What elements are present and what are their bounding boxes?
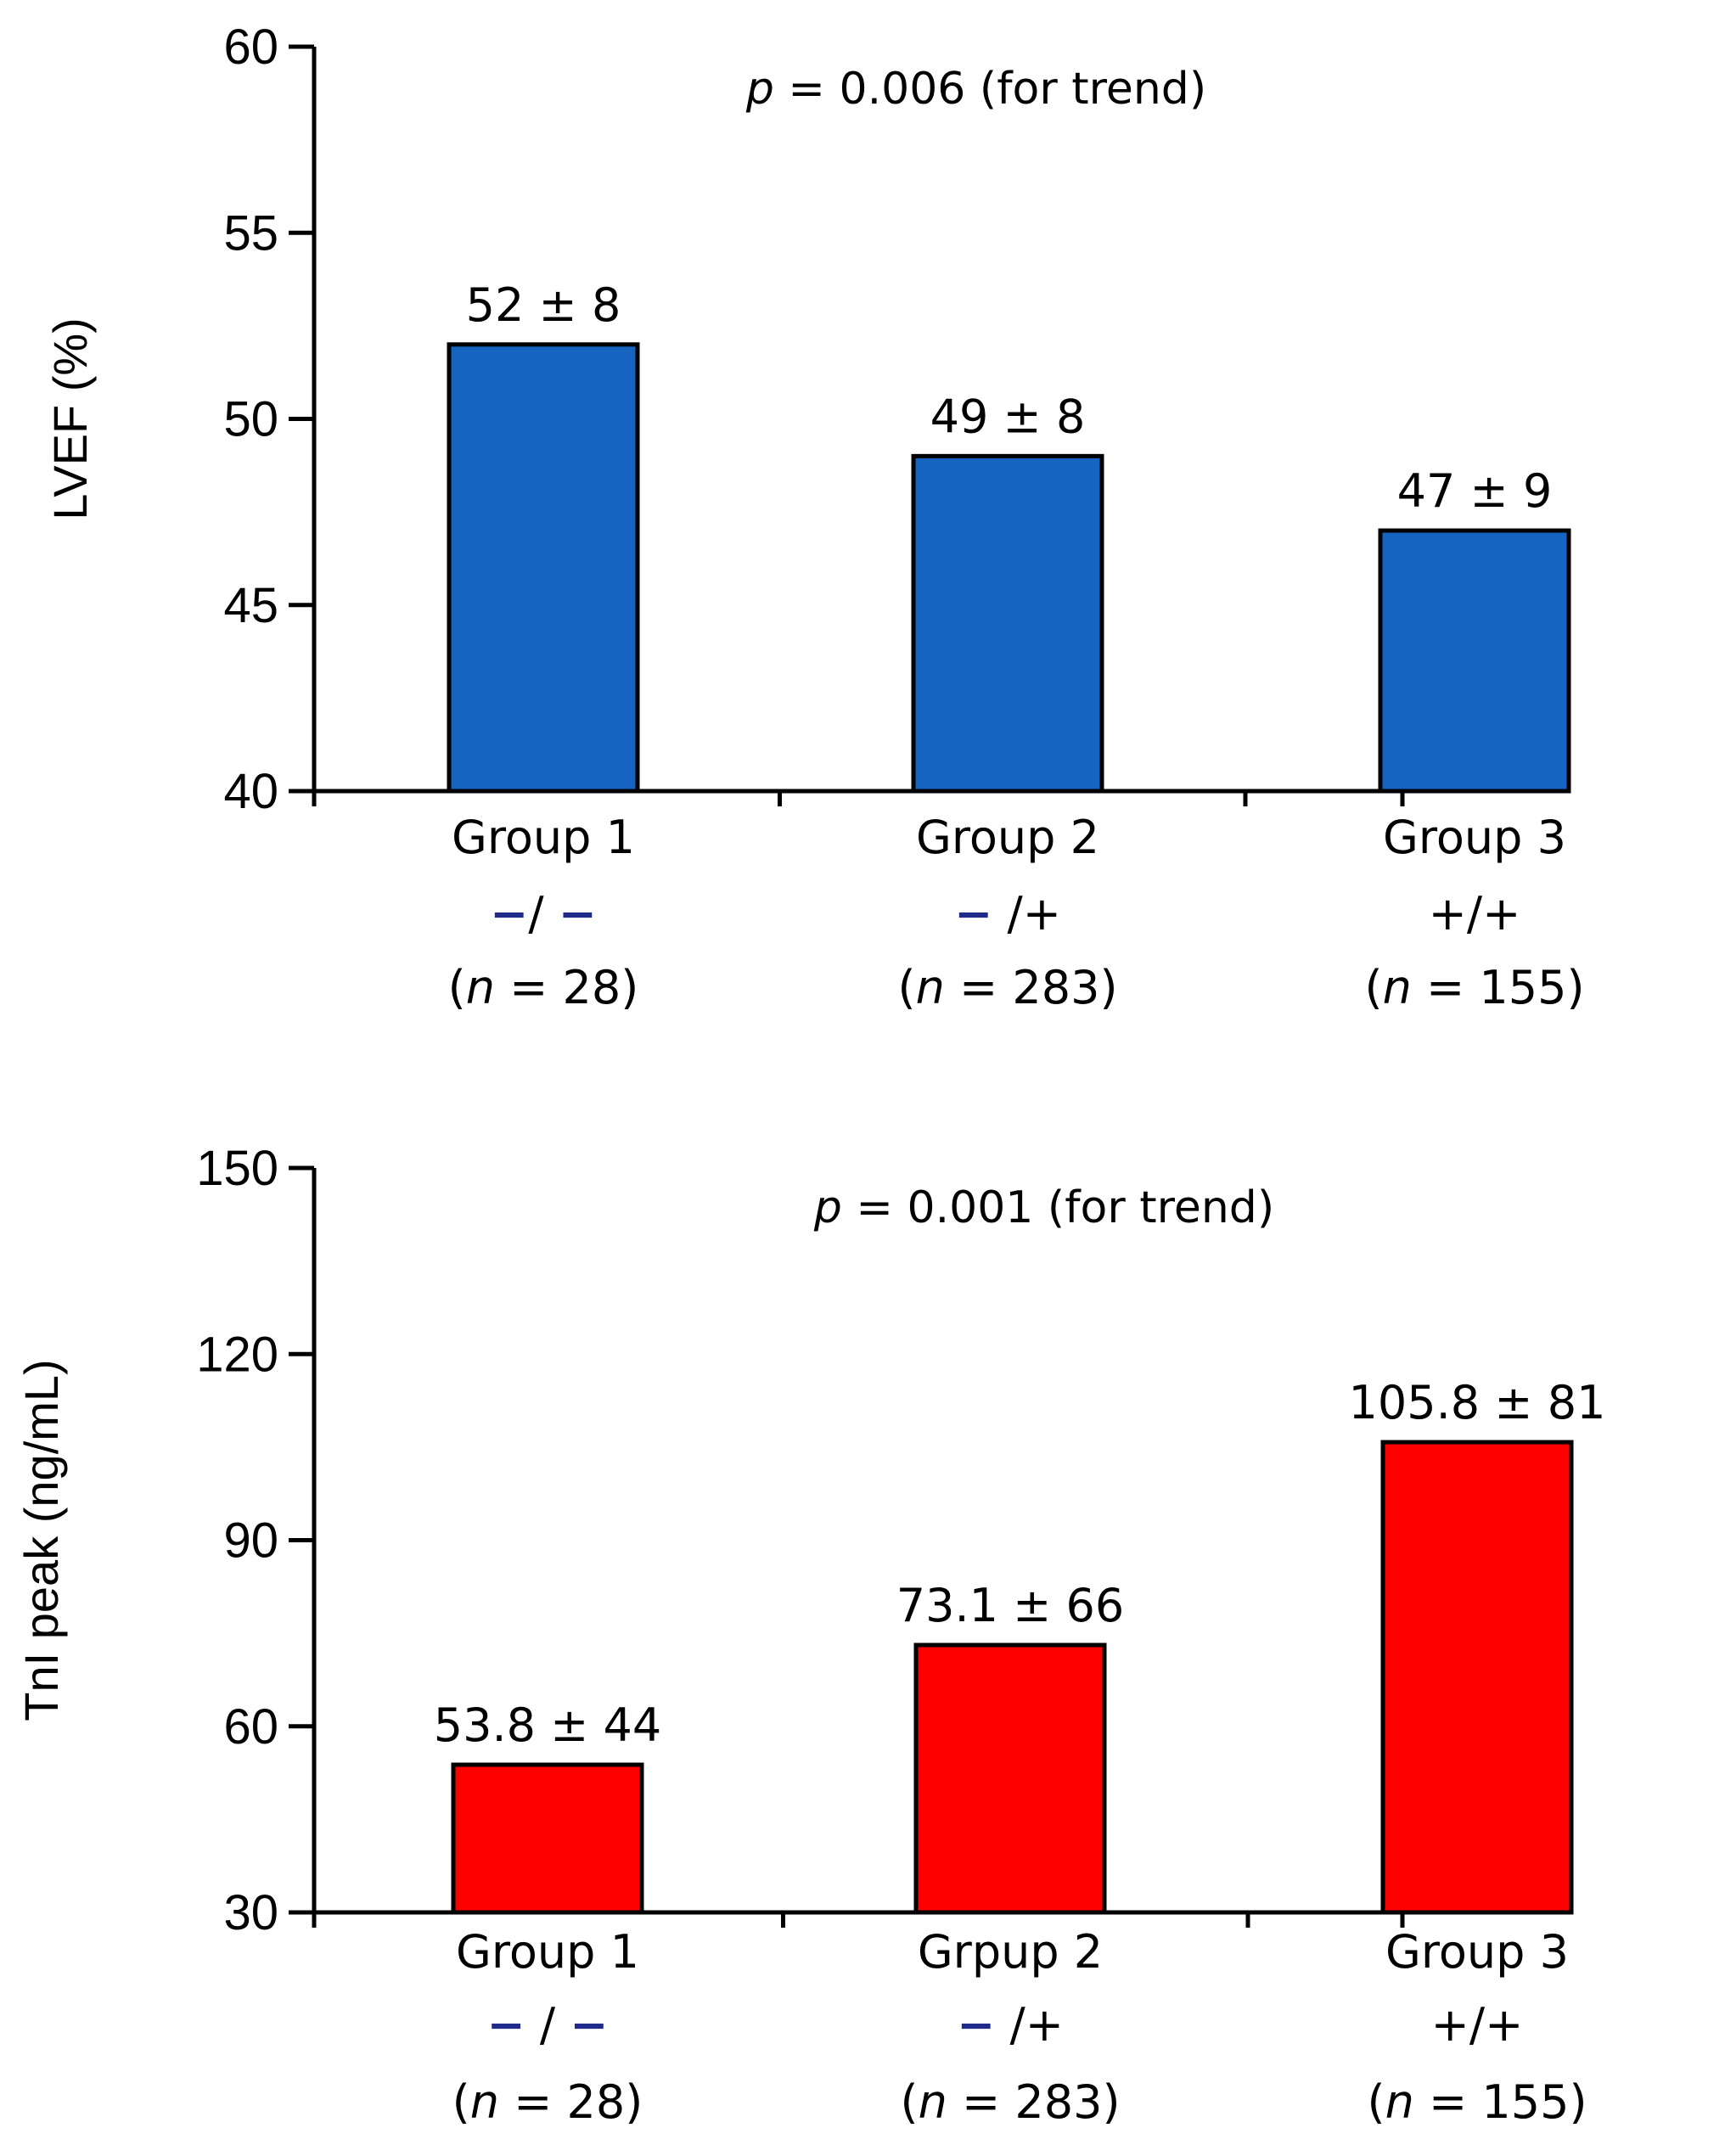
data-label: 52 ± 8: [466, 278, 621, 332]
category-sign: − /+: [957, 1998, 1064, 2052]
minus-sign: −: [559, 887, 597, 940]
sign-char: [544, 887, 559, 940]
data-label: 73.1 ± 66: [896, 1579, 1125, 1632]
n-var: n: [919, 2075, 947, 2129]
y-tick-label: 60: [223, 20, 278, 75]
category-sign: +/+: [1431, 1998, 1524, 2052]
y-tick-label: 150: [196, 1141, 278, 1196]
category-n: (n = 28): [448, 961, 639, 1014]
sign-char: /: [540, 1998, 556, 2052]
n-prefix: (: [1367, 2075, 1385, 2129]
data-label: 105.8 ± 81: [1349, 1376, 1606, 1429]
category-n: (n = 28): [452, 2075, 643, 2129]
n-suffix: = 283): [947, 2075, 1121, 2129]
y-tick-label: 55: [223, 205, 278, 261]
category-n: (n = 155): [1367, 2075, 1587, 2129]
category-sign: +/+: [1429, 887, 1521, 940]
n-var: n: [466, 961, 495, 1014]
bar: [913, 1642, 1107, 1915]
category-sign: − /+: [954, 887, 1061, 940]
sign-char: +: [1429, 887, 1467, 940]
minus-sign: −: [954, 887, 992, 940]
minus-sign: −: [490, 887, 528, 940]
sign-char: /: [1007, 887, 1023, 940]
y-tick-label: 30: [223, 1885, 278, 1940]
p-text: = 0.006 (for trend): [774, 64, 1206, 115]
minus-sign: −: [486, 1998, 525, 2052]
bar: [1380, 1440, 1574, 1915]
bar: [447, 342, 640, 794]
sign-char: /: [1469, 1998, 1486, 2052]
bar: [451, 1762, 644, 1915]
minus-sign: −: [570, 1998, 608, 2052]
y-tick-label: 60: [223, 1699, 278, 1755]
y-tick-label: 50: [223, 392, 278, 447]
category-label: Grpup 2: [918, 1925, 1103, 1979]
category-label: Group 3: [1385, 1925, 1569, 1979]
p-value-annotation: p = 0.006 (for trend): [745, 64, 1206, 115]
n-suffix: = 155): [1412, 961, 1585, 1014]
sign-char: +: [1025, 1998, 1064, 2052]
n-var: n: [916, 961, 945, 1014]
sign-char: /: [1467, 887, 1483, 940]
category-sign: − / −: [486, 1998, 608, 2052]
n-suffix: = 283): [945, 961, 1118, 1014]
bar: [1378, 528, 1571, 794]
category-n: (n = 283): [897, 961, 1117, 1014]
sign-char: +: [1431, 1998, 1469, 2052]
y-tick-label: 120: [196, 1327, 278, 1382]
sign-char: [992, 887, 1007, 940]
category-n: (n = 283): [900, 2075, 1120, 2129]
sign-char: [525, 1998, 540, 2052]
n-suffix: = 28): [495, 961, 638, 1014]
n-suffix: = 28): [499, 2075, 643, 2129]
p-value-annotation: p = 0.001 (for trend): [813, 1182, 1274, 1233]
data-label: 53.8 ± 44: [434, 1698, 662, 1752]
n-prefix: (: [452, 2075, 470, 2129]
chart-panel-1: 40 45 50 55 60 LVEF (%) p = 0.006 (for trend) 5…: [43, 20, 1585, 1014]
n-var: n: [1383, 961, 1412, 1014]
p-symbol: p: [745, 64, 774, 115]
y-axis-label: TnI peak (ng/mL): [14, 1359, 68, 1721]
category-sign: −/ −: [490, 887, 597, 940]
n-var: n: [470, 2075, 499, 2129]
data-label: 49 ± 8: [930, 390, 1086, 443]
data-label: 47 ± 9: [1397, 464, 1553, 518]
n-prefix: (: [900, 2075, 918, 2129]
sign-char: /: [528, 887, 544, 940]
sign-char: +: [1485, 1998, 1523, 2052]
n-prefix: (: [897, 961, 915, 1014]
category-label: Group 1: [452, 811, 635, 864]
minus-sign: −: [957, 1998, 995, 2052]
n-var: n: [1385, 2075, 1414, 2129]
sign-char: /: [1009, 1998, 1025, 2052]
bar: [911, 453, 1104, 794]
category-label: Group 2: [916, 811, 1099, 864]
sign-char: +: [1482, 887, 1520, 940]
n-prefix: (: [448, 961, 466, 1014]
category-label: Group 3: [1383, 811, 1566, 864]
y-tick-label: 40: [223, 764, 278, 819]
y-tick-label: 45: [223, 578, 278, 633]
p-symbol: p: [813, 1182, 842, 1233]
category-label: Group 1: [456, 1925, 639, 1979]
y-axis-label: LVEF (%): [43, 317, 97, 520]
chart-panel-2: 30 60 90 120 150 TnI peak (ng/mL) p = 0.001 (f…: [14, 1141, 1605, 2129]
y-tick-label: 90: [223, 1513, 278, 1569]
n-suffix: = 155): [1414, 2075, 1587, 2129]
sign-char: [995, 1998, 1009, 2052]
n-prefix: (: [1364, 961, 1382, 1014]
sign-char: [555, 1998, 570, 2052]
p-text: = 0.001 (for trend): [842, 1182, 1274, 1233]
sign-char: +: [1023, 887, 1061, 940]
category-n: (n = 155): [1364, 961, 1584, 1014]
